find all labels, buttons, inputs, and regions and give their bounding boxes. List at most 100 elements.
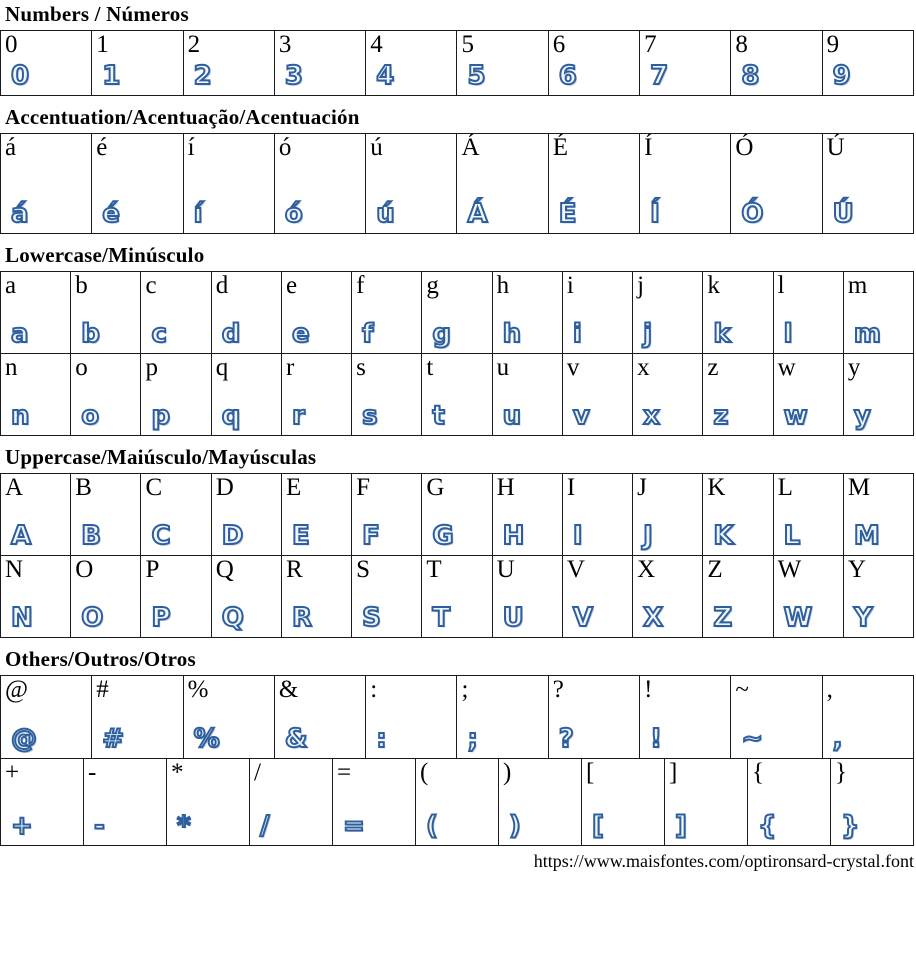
crystal-font-glyph: Ó bbox=[740, 198, 766, 229]
crystal-font-glyph: C bbox=[150, 520, 173, 551]
plain-char: + bbox=[5, 759, 20, 787]
crystal-font-glyph: # bbox=[101, 723, 127, 754]
crystal-font-glyph: % bbox=[193, 723, 222, 754]
crystal-font-glyph: ( bbox=[425, 810, 440, 841]
crystal-font-glyph: 5 bbox=[466, 60, 488, 91]
plain-char: ) bbox=[503, 759, 512, 787]
crystal-font-glyph: * bbox=[176, 810, 193, 841]
section-others: Others/Outros/Otros @ @ # #%% & &::;;??!! ~ ~,, +… bbox=[0, 647, 916, 847]
crystal-font-glyph: K bbox=[712, 520, 736, 551]
char-cell: = = bbox=[332, 759, 415, 846]
crystal-font-glyph: c bbox=[150, 318, 169, 349]
plain-char: B bbox=[75, 474, 92, 502]
plain-char: , bbox=[826, 676, 833, 704]
crystal-font-glyph: T bbox=[431, 602, 453, 633]
plain-char: # bbox=[96, 676, 109, 704]
plain-char: ó bbox=[278, 134, 292, 162]
section-title-others: Others/Outros/Otros bbox=[5, 647, 196, 672]
plain-char: c bbox=[145, 272, 157, 300]
plain-char: i bbox=[566, 272, 574, 300]
crystal-font-glyph: Ú bbox=[832, 198, 856, 229]
crystal-font-glyph: 9 bbox=[832, 60, 853, 91]
crystal-font-glyph: E bbox=[291, 520, 312, 551]
plain-char: l bbox=[777, 272, 785, 300]
plain-char: Í bbox=[644, 134, 653, 162]
plain-char: f bbox=[356, 272, 365, 300]
plain-char: s bbox=[356, 354, 366, 382]
crystal-font-glyph: d bbox=[221, 318, 243, 349]
plain-char: 7 bbox=[644, 31, 657, 59]
plain-char: % bbox=[187, 676, 209, 704]
plain-char: r bbox=[285, 354, 295, 382]
crystal-font-glyph: y bbox=[853, 400, 873, 431]
plain-char: J bbox=[637, 474, 647, 502]
plain-char: 1 bbox=[96, 31, 109, 59]
plain-char: É bbox=[552, 134, 569, 162]
char-cell: :: bbox=[365, 676, 456, 759]
plain-char: ~ bbox=[735, 676, 749, 704]
crystal-font-glyph: f bbox=[361, 318, 376, 349]
crystal-font-glyph: w bbox=[783, 400, 810, 431]
plain-char: C bbox=[145, 474, 163, 502]
crystal-font-glyph: S bbox=[361, 602, 383, 633]
plain-char: { bbox=[752, 759, 764, 787]
crystal-font-glyph: 8 bbox=[740, 60, 762, 91]
plain-char: 8 bbox=[735, 31, 748, 59]
plain-char: M bbox=[847, 474, 871, 502]
plain-char: o bbox=[75, 354, 88, 382]
crystal-font-glyph: s bbox=[361, 400, 380, 431]
plain-char: 4 bbox=[370, 31, 383, 59]
plain-char: h bbox=[496, 272, 510, 300]
char-cell: ;; bbox=[456, 676, 547, 759]
plain-char: á bbox=[5, 134, 17, 162]
crystal-font-glyph: X bbox=[642, 602, 666, 633]
crystal-font-glyph: e bbox=[291, 318, 312, 349]
plain-char: y bbox=[847, 354, 861, 382]
crystal-font-glyph: 6 bbox=[558, 60, 579, 91]
crystal-font-glyph: x bbox=[642, 400, 662, 431]
char-cell: + + bbox=[1, 759, 83, 845]
crystal-font-glyph: í bbox=[193, 198, 205, 229]
plain-char: ; bbox=[461, 676, 469, 704]
crystal-font-glyph: R bbox=[291, 602, 314, 633]
crystal-font-glyph: Q bbox=[221, 602, 246, 633]
plain-char: 5 bbox=[461, 31, 474, 59]
plain-char: ] bbox=[669, 759, 678, 787]
crystal-font-glyph: ó bbox=[284, 198, 305, 229]
plain-char: E bbox=[285, 474, 302, 502]
plain-char: / bbox=[254, 759, 261, 787]
plain-char: ú bbox=[370, 134, 383, 162]
font-specimen-page: Numbers / Números 0 0 1 1 2 2 3 3 4 4 5 5 6 6 7 7 8 8 9 9 Acc… bbox=[0, 2, 916, 847]
plain-char: U bbox=[496, 556, 515, 584]
section-lowercase: Lowercase/Minúsculo a a b b c c d d e e f f g g h h i i j j k… bbox=[0, 244, 916, 437]
plain-char: p bbox=[145, 354, 158, 382]
plain-char: G bbox=[426, 474, 445, 502]
plain-char: @ bbox=[5, 676, 29, 704]
plain-char: Y bbox=[847, 556, 866, 584]
crystal-font-glyph: A bbox=[10, 520, 34, 551]
crystal-font-glyph: v bbox=[572, 400, 592, 431]
